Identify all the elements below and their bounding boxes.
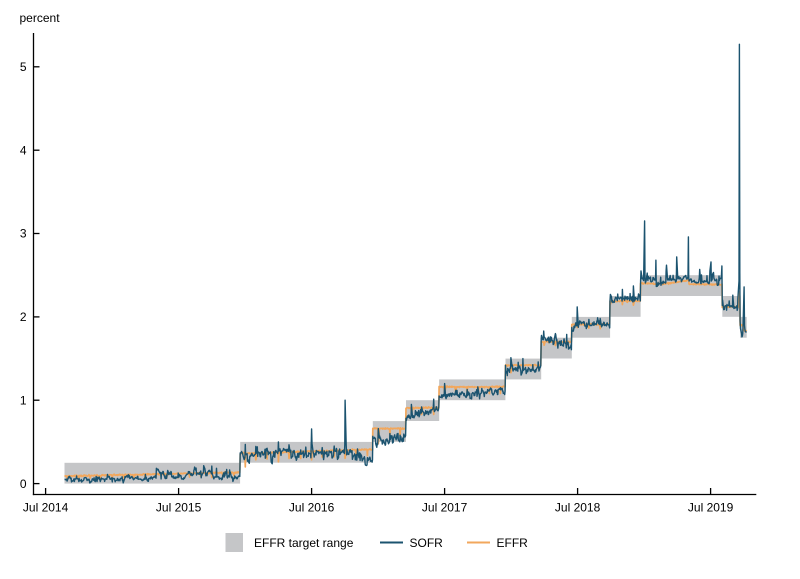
svg-text:5: 5 — [20, 60, 27, 74]
svg-text:Jul 2018: Jul 2018 — [555, 501, 601, 515]
svg-text:percent: percent — [20, 11, 61, 25]
svg-text:0: 0 — [20, 477, 27, 491]
svg-text:2: 2 — [20, 310, 27, 324]
svg-text:3: 3 — [20, 227, 27, 241]
svg-text:Jul 2016: Jul 2016 — [289, 501, 335, 515]
svg-text:SOFR: SOFR — [410, 536, 444, 550]
svg-text:4: 4 — [20, 143, 27, 157]
svg-text:EFFR: EFFR — [497, 536, 529, 550]
svg-text:1: 1 — [20, 393, 27, 407]
svg-text:Jul 2017: Jul 2017 — [422, 501, 468, 515]
svg-text:EFFR target range: EFFR target range — [254, 536, 354, 550]
svg-text:Jul 2015: Jul 2015 — [156, 501, 202, 515]
svg-text:Jul 2019: Jul 2019 — [688, 501, 734, 515]
svg-text:Jul 2014: Jul 2014 — [23, 501, 69, 515]
